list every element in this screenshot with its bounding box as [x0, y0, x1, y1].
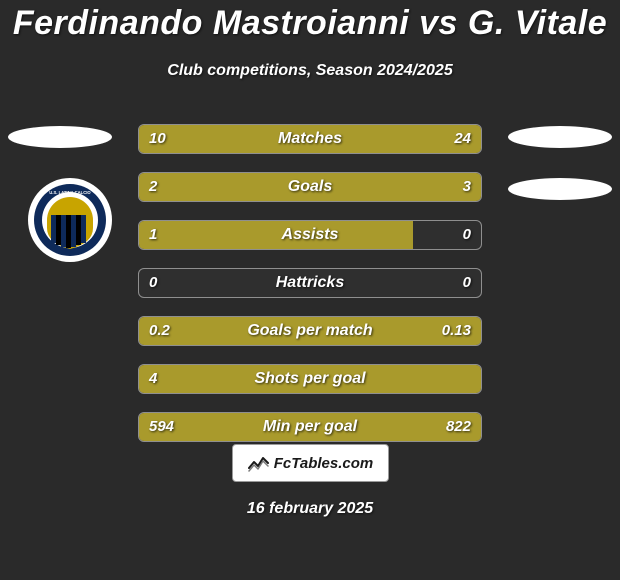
- stat-label: Shots per goal: [139, 365, 481, 393]
- stat-row: 4Shots per goal: [138, 364, 482, 394]
- comparison-card: Ferdinando Mastroianni vs G. Vitale Club…: [0, 0, 620, 580]
- crest-icon: U.S. LATINA CALCIO: [33, 183, 107, 257]
- club-crest: U.S. LATINA CALCIO: [28, 178, 112, 262]
- stats-list: 1024Matches 23Goals 10Assists 00Hattricks 0.…: [138, 124, 480, 460]
- stat-row: 0.20.13Goals per match: [138, 316, 482, 346]
- stat-label: Matches: [139, 125, 481, 153]
- stat-label: Goals per match: [139, 317, 481, 345]
- player-right-ellipse-1: [508, 126, 612, 148]
- branding-text: FcTables.com: [274, 455, 373, 472]
- stat-row: 00Hattricks: [138, 268, 482, 298]
- stat-row: 594822Min per goal: [138, 412, 482, 442]
- player-left-ellipse: [8, 126, 112, 148]
- generated-date: 16 february 2025: [0, 500, 620, 518]
- stat-label: Goals: [139, 173, 481, 201]
- stat-row: 1024Matches: [138, 124, 482, 154]
- stat-label: Assists: [139, 221, 481, 249]
- svg-text:U.S. LATINA CALCIO: U.S. LATINA CALCIO: [49, 190, 91, 195]
- branding-box: FcTables.com: [232, 444, 389, 482]
- stat-row: 10Assists: [138, 220, 482, 250]
- page-title: Ferdinando Mastroianni vs G. Vitale: [0, 4, 620, 43]
- stat-label: Hattricks: [139, 269, 481, 297]
- stat-row: 23Goals: [138, 172, 482, 202]
- chart-line-icon: [248, 454, 270, 472]
- page-subtitle: Club competitions, Season 2024/2025: [0, 62, 620, 80]
- stat-label: Min per goal: [139, 413, 481, 441]
- player-right-ellipse-2: [508, 178, 612, 200]
